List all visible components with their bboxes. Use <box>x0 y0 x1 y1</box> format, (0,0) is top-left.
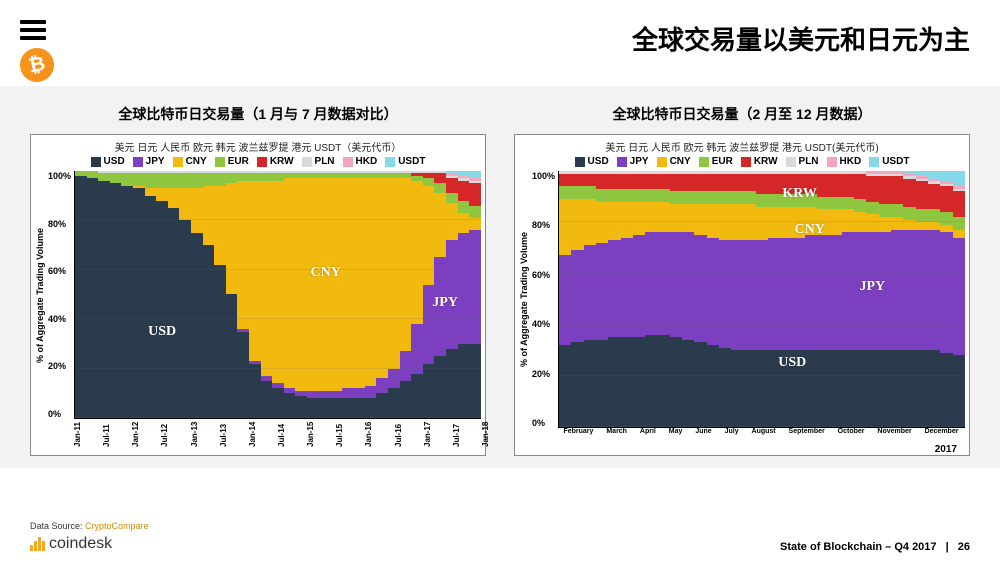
chart-left-box: 美元 日元 人民币 欧元 韩元 波兰兹罗提 港元 USDT（美元代币） USDJ… <box>30 134 486 456</box>
page-number: 26 <box>958 541 970 553</box>
chart-right-box: 美元 日元 人民币 欧元 韩元 波兰兹罗提 港元 USDT(美元代币) USDJ… <box>514 134 970 456</box>
footer-right: State of Blockchain – Q4 2017 | 26 <box>780 541 970 553</box>
legend-en-left: USDJPYCNYEURKRWPLNHKDUSDT <box>35 156 481 167</box>
plot-left: USDCNYJPY <box>74 171 481 419</box>
chart-right-title: 全球比特币日交易量（2 月至 12 月数据） <box>514 104 970 124</box>
ylabel-left: % of Aggregate Trading Volume <box>35 171 45 419</box>
bitcoin-logo-icon: ₿ <box>17 45 57 85</box>
content-area: 全球比特币日交易量（1 月与 7 月数据对比） 美元 日元 人民币 欧元 韩元 … <box>0 86 1000 468</box>
yaxis-left: 100%80%60%40%20%0% <box>45 171 74 419</box>
hamburger-icon[interactable] <box>20 20 46 40</box>
coindesk-logo: coindesk <box>30 535 149 553</box>
data-source: Data Source: CryptoCompare <box>30 521 149 531</box>
coindesk-logo-icon <box>30 537 45 551</box>
legend-cn-right: 美元 日元 人民币 欧元 韩元 波兰兹罗提 港元 USDT(美元代币) <box>519 139 965 154</box>
chart-right-panel: 全球比特币日交易量（2 月至 12 月数据） 美元 日元 人民币 欧元 韩元 波… <box>514 104 970 456</box>
source-link[interactable]: CryptoCompare <box>85 521 149 531</box>
yaxis-right: 100%80%60%40%20%0% <box>529 171 558 428</box>
chart-left-title: 全球比特币日交易量（1 月与 7 月数据对比） <box>30 104 486 124</box>
ylabel-right: % of Aggregate Trading Volume <box>519 171 529 428</box>
year-label: 2017 <box>519 444 965 455</box>
xaxis-left: Jan-11Jul-11Jan-12Jul-12Jan-13Jul-13Jan-… <box>35 419 481 455</box>
chart-left-panel: 全球比特币日交易量（1 月与 7 月数据对比） 美元 日元 人民币 欧元 韩元 … <box>30 104 486 456</box>
legend-cn-left: 美元 日元 人民币 欧元 韩元 波兰兹罗提 港元 USDT（美元代币） <box>35 139 481 154</box>
page-title: 全球交易量以美元和日元为主 <box>632 20 970 57</box>
plot-right: KRWCNYJPYUSD <box>558 171 965 428</box>
legend-en-right: USDJPYCNYEURKRWPLNHKDUSDT <box>519 156 965 167</box>
